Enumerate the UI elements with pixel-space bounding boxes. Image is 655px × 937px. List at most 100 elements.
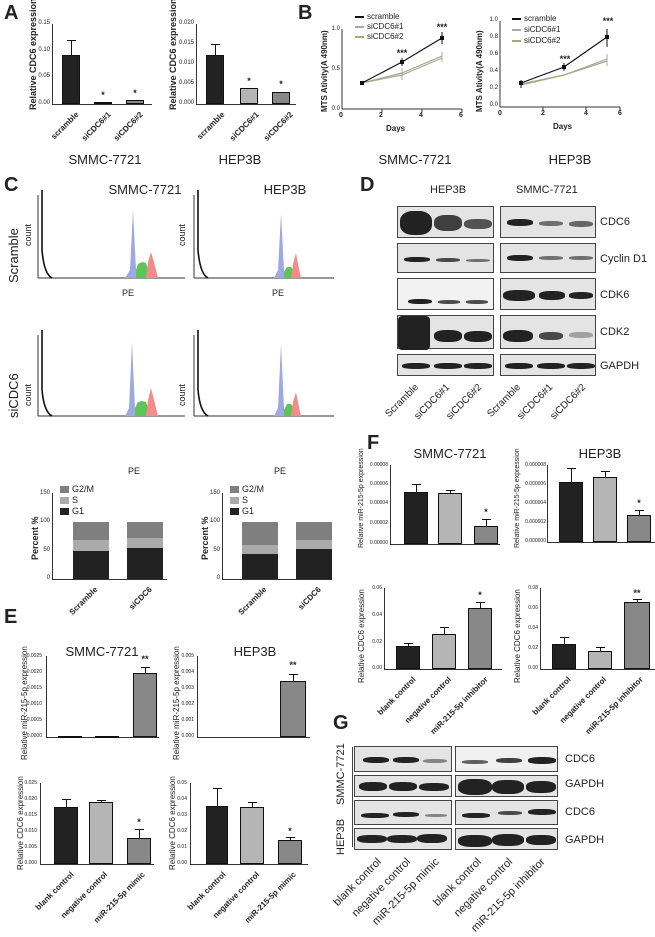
protein-label: CDC6	[565, 753, 595, 765]
y-tick: 0.0015	[26, 685, 42, 691]
y-tick: 0.00000	[369, 540, 388, 546]
cell-line-title: HEP3B	[233, 644, 277, 659]
bar-mimic	[127, 838, 151, 864]
blot-strip	[500, 278, 596, 310]
y-tick: 0.00	[528, 665, 538, 671]
error-cap	[141, 667, 150, 668]
error-cap	[560, 637, 569, 638]
legend-scramble: scramble	[512, 14, 556, 23]
protein-label: CDK6	[600, 289, 630, 301]
y-tick: 0.000004	[525, 500, 546, 506]
y-tick: 0.00002	[369, 520, 388, 526]
flow-histogram	[193, 190, 334, 279]
significance-star: ***	[396, 48, 408, 58]
error-bar	[639, 510, 640, 515]
line-plot	[499, 21, 621, 110]
legend-s: S	[230, 495, 248, 505]
y-tick: 0	[46, 575, 50, 581]
y-tick: 0.10	[38, 47, 50, 53]
x-label: scramble	[49, 110, 81, 142]
error-bar	[139, 829, 140, 838]
error-cap	[62, 799, 71, 800]
bar-negative-control	[593, 477, 617, 542]
y-axis-title: count	[23, 223, 33, 246]
y-tick: 0.005	[24, 844, 37, 850]
bar-mimic	[133, 673, 157, 737]
error-cap	[412, 484, 421, 485]
blot-strip	[455, 775, 558, 797]
blot-strip	[455, 746, 558, 772]
stacked-bar-scramble	[242, 522, 278, 579]
bar-blank-control	[404, 492, 428, 544]
flow-histogram	[37, 190, 185, 279]
blot-strip	[397, 354, 494, 376]
bar-scramble	[206, 55, 224, 104]
blot-strip	[397, 206, 494, 238]
legend-scramble: scramble	[355, 12, 399, 21]
bar-negative-control	[240, 807, 264, 864]
y-tick: 0.000008	[525, 462, 546, 468]
protein-label: Cyclin D1	[600, 253, 648, 265]
x-tick: 0	[498, 110, 502, 117]
y-axis	[46, 656, 47, 737]
y-tick: 0.2	[489, 85, 498, 91]
panel-label-d: D	[360, 174, 375, 196]
y-tick: 0.025	[24, 780, 37, 786]
x-label: siCDC6#2	[261, 110, 295, 143]
significance-star: *	[101, 90, 105, 100]
y-tick: 0.04	[177, 796, 187, 802]
error-cap	[482, 519, 491, 520]
bar-blank-control	[58, 736, 82, 738]
bar-scramble	[62, 55, 80, 104]
y-tick: 0.015	[24, 812, 37, 818]
bar-blank-control	[54, 807, 78, 864]
x-tick: 4	[584, 110, 588, 117]
x-axis	[196, 104, 296, 105]
legend-g1: G1	[60, 506, 84, 516]
line-plot	[341, 29, 463, 112]
protein-label: CDC6	[600, 216, 630, 228]
y-tick: 0.010	[24, 828, 37, 834]
error-cap	[211, 44, 220, 45]
row-label-sicdc6: siCDC6	[6, 373, 21, 418]
x-axis	[190, 864, 308, 865]
y-tick: 0.0025	[26, 653, 42, 659]
panel-label-c: C	[4, 174, 19, 196]
y-axis	[52, 493, 53, 579]
protein-label: CDC6	[565, 806, 595, 818]
error-cap	[286, 837, 295, 838]
error-bar	[564, 637, 565, 644]
row-label-smmc: SMMC-7721	[335, 743, 347, 805]
y-tick: 0.0	[331, 106, 340, 112]
bar-negative-control	[438, 493, 462, 544]
error-cap	[567, 468, 576, 469]
cell-line-title: SMMC-7721	[413, 446, 487, 461]
x-axis-title: PE	[272, 288, 285, 298]
row-label-hep3b: HEP3B	[335, 818, 347, 855]
protein-label: GAPDH	[600, 360, 640, 372]
error-cap	[248, 802, 257, 803]
error-bar	[408, 643, 409, 646]
x-label: scramble	[195, 110, 227, 142]
y-tick: 0.05	[177, 780, 187, 786]
error-cap	[596, 647, 605, 648]
y-tick: 0.08	[528, 585, 538, 591]
bar-mimic	[280, 681, 306, 737]
y-tick: 0.15	[38, 20, 50, 26]
bar-negative-control	[588, 651, 612, 669]
y-tick: 0.004	[181, 669, 194, 675]
y-axis	[390, 465, 391, 544]
y-axis	[190, 783, 191, 864]
y-tick: 0.003	[181, 685, 194, 691]
error-cap	[213, 788, 222, 789]
y-axis-title: Relative CDC6 expression	[168, 776, 177, 870]
x-label: siCDC6	[295, 585, 323, 612]
y-tick: 0.00004	[369, 500, 388, 506]
y-axis	[52, 24, 53, 104]
legend-g1: G1	[230, 506, 254, 516]
y-tick: 0.06	[528, 605, 538, 611]
y-tick: 0.001	[181, 717, 194, 723]
x-axis-title: PE	[128, 466, 141, 476]
blot-strip	[500, 315, 596, 349]
error-bar	[217, 788, 218, 806]
